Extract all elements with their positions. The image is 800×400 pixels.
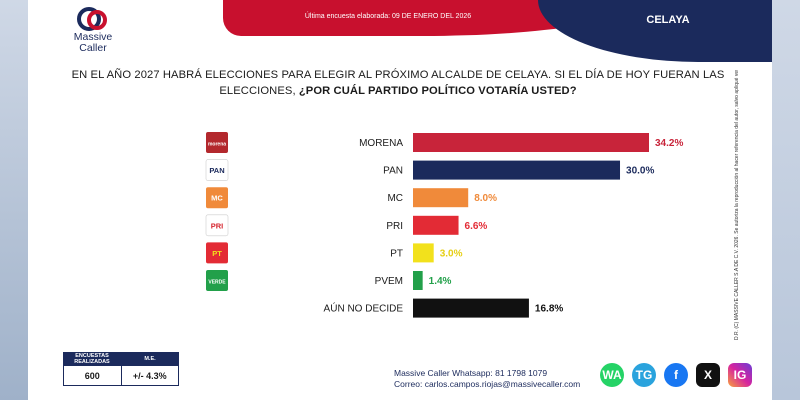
value-label: 8.0% — [474, 193, 497, 204]
bar — [413, 133, 649, 152]
party-logo-text: PRI — [211, 221, 224, 230]
x-icon[interactable]: X — [696, 363, 720, 387]
sample-header: ENCUESTAS REALIZADAS M.E. — [63, 352, 179, 366]
party-logo-text: morena — [208, 142, 226, 148]
brand-line-2: Caller — [79, 42, 107, 54]
brand-line-1: Massive — [73, 31, 113, 43]
party-logo-text: PAN — [209, 166, 224, 175]
bar — [413, 188, 469, 208]
party-logo-icon: MC — [206, 187, 228, 209]
category-label: PVEM — [375, 276, 403, 287]
surveys-value: 600 — [64, 366, 122, 385]
category-label: MORENA — [359, 138, 403, 149]
last-survey-date: Última encuesta elaborada: 09 DE ENERO D… — [304, 13, 472, 20]
contact-info: Massive Caller Whatsapp: 81 1798 1079 Co… — [394, 368, 580, 390]
bar — [413, 271, 423, 290]
telegram-icon[interactable]: TG — [632, 363, 656, 387]
logo-icon — [77, 7, 107, 31]
whatsapp-contact: Massive Caller Whatsapp: 81 1798 1079 — [394, 368, 548, 378]
party-logo-icon: PRI — [205, 214, 229, 237]
whatsapp-icon[interactable]: WA — [600, 363, 624, 387]
right-background-strip — [772, 0, 800, 400]
sample-values: 600 +/- 4.3% — [63, 366, 179, 386]
party-logo-icon: PAN — [205, 159, 229, 181]
category-label: AÚN NO DECIDE — [324, 302, 404, 315]
value-label: 34.2% — [655, 138, 683, 149]
value-label: 1.4% — [429, 276, 452, 287]
party-logo-text: PT — [212, 249, 222, 258]
party-logo-text: MC — [211, 194, 223, 203]
bar — [413, 215, 459, 235]
chart-svg: MORENA 34.2% morena PAN 30.0% PAN MC 8.0% MC PRI 6… — [205, 132, 683, 318]
instagram-icon[interactable]: IG — [728, 363, 752, 387]
margin-error-header: M.E. — [144, 356, 156, 362]
value-label: 16.8% — [535, 304, 563, 315]
question-part-1: EN EL AÑO 2027 HABRÁ ELECCIONES PARA ELE… — [71, 69, 725, 97]
poll-card: Última encuesta elaborada: 09 DE ENERO D… — [28, 0, 772, 400]
left-background-strip — [0, 0, 28, 400]
email-contact: Correo: carlos.campos.riojas@massivecall… — [394, 379, 581, 389]
city-label: CELAYA — [646, 14, 690, 26]
party-logo-icon: VERDE — [206, 270, 228, 291]
facebook-icon[interactable]: f — [664, 363, 688, 387]
party-logo-icon: PT — [206, 242, 228, 264]
party-logo-text: VERDE — [208, 280, 226, 286]
social-icons: WA TG f X IG — [600, 363, 752, 387]
bar-chart: MORENA 34.2% morena PAN 30.0% PAN MC 8.0% MC PRI 6… — [28, 0, 772, 400]
legal-note: D.R. (C) MASSIVE CALLER S.A DE C.V. 2026… — [734, 70, 740, 340]
bar — [413, 160, 621, 180]
question-part-2: ¿POR CUÁL PARTIDO POLÍTICO VOTARÍA USTED… — [298, 85, 577, 97]
sample-box: ENCUESTAS REALIZADAS M.E. 600 +/- 4.3% — [63, 352, 179, 386]
category-label: PT — [390, 248, 403, 259]
category-label: MC — [387, 193, 403, 204]
value-label: 3.0% — [440, 248, 463, 259]
bar — [413, 243, 434, 263]
value-label: 30.0% — [626, 166, 654, 177]
bar — [413, 298, 529, 318]
surveys-header: ENCUESTAS REALIZADAS — [74, 353, 110, 365]
party-logo-icon: morena — [206, 132, 228, 153]
margin-error-value: +/- 4.3% — [132, 370, 167, 381]
question-title: EN EL AÑO 2027 HABRÁ ELECCIONES PARA ELE… — [68, 67, 728, 99]
category-label: PAN — [383, 166, 403, 177]
category-label: PRI — [386, 221, 403, 232]
value-label: 6.6% — [465, 221, 488, 232]
massive-caller-logo: Massive Caller — [58, 6, 128, 54]
